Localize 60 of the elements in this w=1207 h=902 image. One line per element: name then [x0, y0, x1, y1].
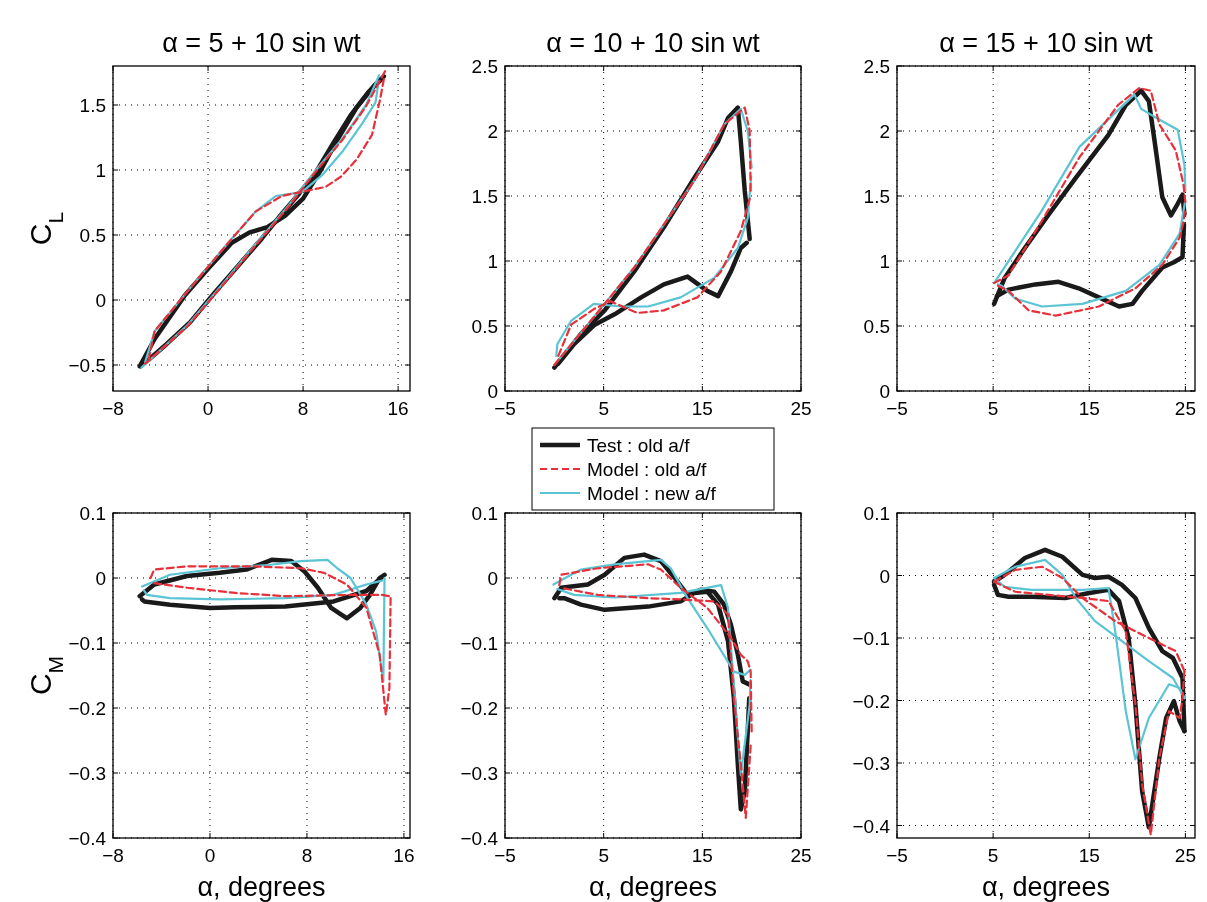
x-tick-label: −5 — [886, 845, 908, 866]
y-tick-label: −0.1 — [68, 633, 106, 654]
x-tick-label: 0 — [204, 845, 216, 866]
x-tick-label: 0 — [202, 398, 214, 419]
y-tick-label: 1 — [95, 160, 106, 181]
x-tick-label: 5 — [987, 398, 999, 419]
y-tick-label: 0.1 — [863, 503, 890, 524]
x-tick-label: 15 — [691, 845, 713, 866]
y-tick-label: 1.5 — [79, 95, 106, 116]
y-tick-label: −0.5 — [68, 355, 106, 376]
y-tick-label: 0.1 — [79, 503, 106, 524]
y-tick-label: 0 — [95, 568, 106, 589]
x-tick-label: 15 — [691, 398, 713, 419]
y-tick-label: 1 — [879, 251, 890, 272]
x-tick-label: 15 — [1078, 398, 1100, 419]
x-tick-label: 16 — [387, 398, 409, 419]
legend-label: Model : new a/f — [587, 483, 717, 504]
y-tick-label: 1.5 — [863, 186, 890, 207]
y-tick-label: 0.5 — [863, 316, 890, 337]
x-tick-label: 15 — [1078, 845, 1100, 866]
x-axis-title: α, degrees — [588, 872, 718, 902]
x-axis-title: α, degrees — [981, 872, 1111, 902]
y-tick-label: 0 — [95, 290, 106, 311]
y-tick-label: −0.2 — [460, 698, 498, 719]
y-tick-label: −0.1 — [460, 633, 498, 654]
x-tick-label: 25 — [790, 398, 812, 419]
x-tick-label: 5 — [598, 398, 609, 419]
y-tick-label: 2.5 — [471, 56, 498, 77]
y-tick-label: −0.3 — [68, 763, 106, 784]
y-tick-label: −0.3 — [460, 763, 498, 784]
x-tick-label: 16 — [393, 845, 415, 866]
y-tick-label: 0.5 — [471, 316, 498, 337]
x-tick-label: 8 — [297, 398, 309, 419]
y-tick-label: −0.2 — [852, 690, 890, 712]
x-tick-label: 5 — [598, 845, 609, 866]
y-tick-label: 2 — [879, 121, 890, 142]
y-tick-label: −0.1 — [852, 628, 890, 649]
x-tick-label: 5 — [987, 845, 999, 866]
x-tick-label: −8 — [102, 398, 124, 419]
y-tick-label: 0 — [879, 565, 890, 587]
x-tick-label: 8 — [301, 845, 313, 866]
chart-title: α = 10 + 10 sin wt — [546, 28, 761, 58]
y-tick-label: 0.1 — [471, 503, 498, 524]
x-tick-label: 25 — [1174, 398, 1196, 419]
chart-title: α = 15 + 10 sin wt — [939, 28, 1154, 58]
x-tick-label: 25 — [1174, 845, 1196, 866]
y-tick-label: −0.4 — [852, 815, 891, 837]
x-axis-title: α, degrees — [197, 872, 326, 902]
y-tick-label: 1.5 — [471, 186, 498, 207]
y-tick-label: −0.3 — [852, 753, 890, 774]
legend-label: Model : old a/f — [587, 459, 708, 480]
y-tick-label: 2 — [487, 121, 498, 142]
y-tick-label: 0.5 — [79, 225, 106, 246]
y-tick-label: −0.2 — [68, 698, 106, 719]
y-tick-label: 2.5 — [863, 56, 890, 77]
y-tick-label: 1 — [487, 251, 498, 272]
y-tick-label: 0 — [487, 568, 498, 589]
legend-label: Test : old a/f — [587, 435, 691, 456]
x-tick-label: 25 — [790, 845, 812, 866]
chart-title: α = 5 + 10 sin wt — [162, 28, 362, 58]
